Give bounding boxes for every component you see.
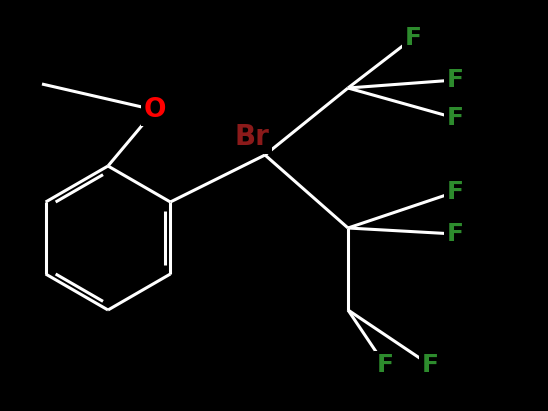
Text: F: F — [447, 222, 464, 246]
Text: F: F — [376, 353, 393, 377]
Text: O: O — [144, 97, 166, 123]
Text: F: F — [404, 26, 421, 50]
Text: F: F — [447, 106, 464, 130]
Text: F: F — [421, 353, 438, 377]
Text: F: F — [447, 68, 464, 92]
Text: F: F — [447, 180, 464, 204]
Text: Br: Br — [235, 123, 270, 151]
